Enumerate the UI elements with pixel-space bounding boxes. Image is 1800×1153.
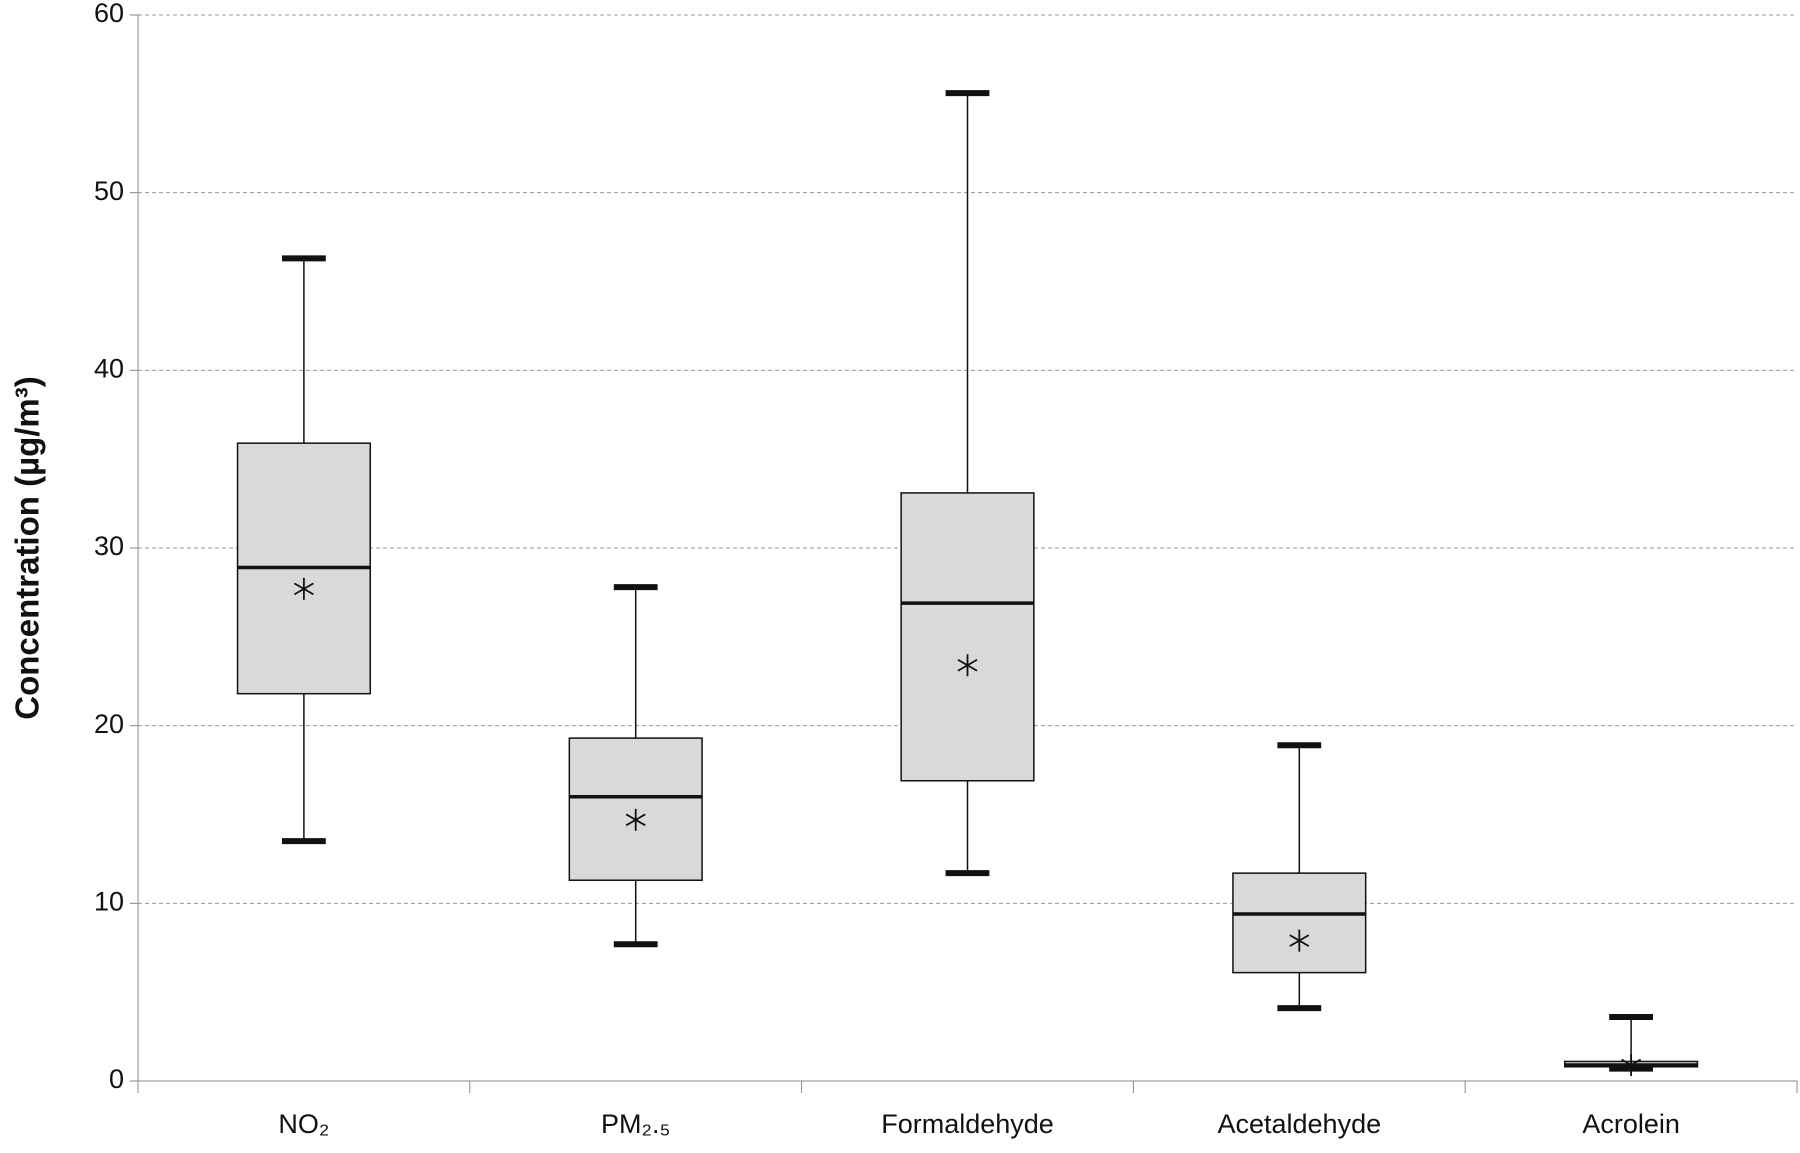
mean-marker: [1621, 1054, 1642, 1077]
y-tick-label: 20: [94, 709, 124, 739]
y-axis-label: Concentration (µg/m³): [9, 376, 46, 720]
mean-stroke: [957, 658, 978, 672]
mean-stroke: [625, 813, 646, 827]
y-tick-label: 0: [109, 1064, 124, 1094]
x-tick-label: Acrolein: [1582, 1109, 1680, 1139]
y-tick-label: 30: [94, 531, 124, 561]
box: [1232, 872, 1367, 974]
x-tick-label: PM₂.₅: [601, 1109, 670, 1139]
y-tick-label: 60: [94, 0, 124, 28]
mean-stroke: [293, 582, 314, 596]
x-tick-label: Acetaldehyde: [1217, 1109, 1381, 1139]
x-tick-label: NO₂: [278, 1109, 329, 1139]
mean-stroke: [1621, 1058, 1642, 1072]
mean-marker: [1289, 929, 1310, 952]
y-tick-label: 50: [94, 176, 124, 206]
y-tick-label: 10: [94, 886, 124, 916]
box: [900, 492, 1035, 782]
mean-marker: [625, 808, 646, 831]
mean-marker: [293, 577, 314, 600]
x-tick-label: Formaldehyde: [881, 1109, 1054, 1139]
mean-marker: [957, 654, 978, 677]
y-tick-label: 40: [94, 353, 124, 383]
mean-stroke: [1289, 934, 1310, 947]
